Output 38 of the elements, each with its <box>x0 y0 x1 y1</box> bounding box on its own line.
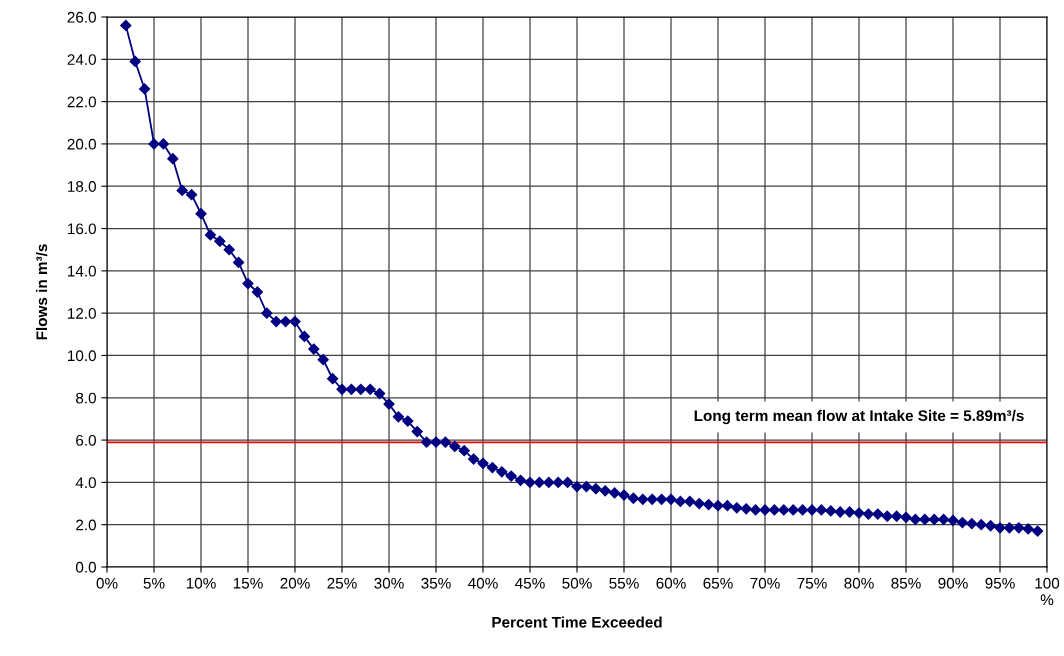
x-tick-label: 5% <box>143 577 165 589</box>
x-tick-label: 25% <box>327 577 357 589</box>
x-tick-label: 75% <box>797 577 827 589</box>
x-tick-label: 30% <box>374 577 404 589</box>
y-tick-label: 8.0 <box>76 392 96 404</box>
y-tick-label: 26.0 <box>67 11 96 23</box>
x-tick-label: 80% <box>844 577 874 589</box>
y-tick-label: 22.0 <box>67 96 96 108</box>
x-tick-label: 45% <box>515 577 545 589</box>
x-tick-label: 70% <box>750 577 780 589</box>
y-tick-label: 20.0 <box>67 138 96 150</box>
y-tick-label: 2.0 <box>76 519 96 531</box>
y-tick-label: 4.0 <box>75 477 96 489</box>
y-tick-label: 12.0 <box>68 308 96 319</box>
x-tick-label: 95% <box>985 577 1015 589</box>
x-tick-label: 85% <box>891 577 921 589</box>
x-tick-label: 65% <box>703 577 733 589</box>
x-tick-label: 10% <box>186 577 216 589</box>
x-axis-title: Percent Time Exceeded <box>492 616 662 628</box>
x-tick-label: 50% <box>562 577 592 589</box>
y-tick-label: 24.0 <box>67 54 96 65</box>
x-tick-label: 15% <box>233 577 263 589</box>
y-tick-label: 6.0 <box>76 434 96 446</box>
y-axis-title: Flows in m³/s <box>35 244 48 340</box>
y-tick-label: 10.0 <box>68 350 96 362</box>
x-tick-label: 0% <box>96 577 118 589</box>
x-tick-label: 55% <box>609 577 639 589</box>
y-tick-label: 16.0 <box>68 223 96 235</box>
ref-line-label: Long term mean flow at Intake Site = 5.89m³/s <box>694 409 1024 425</box>
x-tick-label: 60% <box>656 577 686 589</box>
x-tick-label: 40% <box>468 577 498 589</box>
y-tick-label: 0.0 <box>75 561 96 573</box>
x-tick-label: 100 % <box>1035 577 1060 606</box>
y-tick-label: 18.0 <box>68 181 96 192</box>
y-tick-label: 14.0 <box>68 265 96 277</box>
x-tick-label: 90% <box>938 577 968 589</box>
x-tick-label: 20% <box>280 577 310 589</box>
x-tick-label: 35% <box>421 577 451 589</box>
